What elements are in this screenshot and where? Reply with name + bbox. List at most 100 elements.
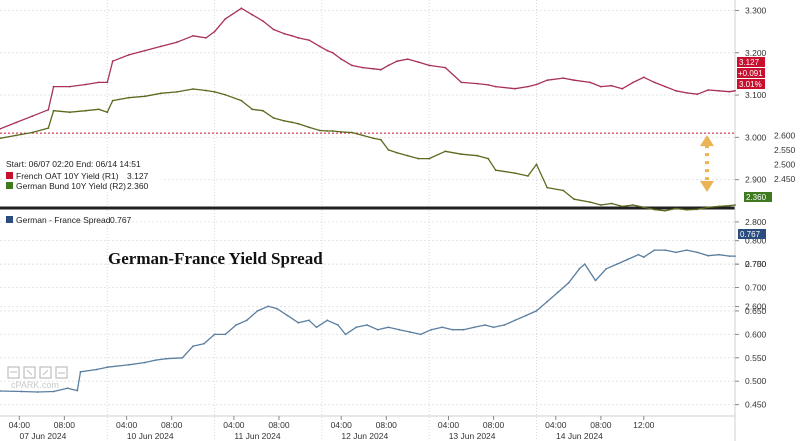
data-point — [573, 198, 575, 201]
data-point — [387, 326, 390, 329]
data-point — [546, 79, 549, 82]
data-point — [47, 127, 50, 129]
data-point — [387, 149, 390, 151]
data-point — [406, 154, 409, 157]
data-point — [0, 137, 1, 140]
data-point — [527, 85, 529, 88]
data-point — [605, 267, 608, 270]
data-point — [707, 206, 710, 209]
data-point — [460, 153, 463, 156]
data-point — [95, 368, 98, 371]
oat-line — [0, 7, 736, 130]
data-point — [272, 117, 275, 119]
data-point — [535, 310, 538, 312]
data-point — [476, 154, 479, 157]
x-tick-label: 08:00 — [483, 420, 505, 430]
yield-gap-arrow-icon — [700, 135, 714, 192]
data-point — [396, 60, 398, 63]
data-point — [52, 109, 55, 112]
data-point — [111, 60, 114, 63]
data-point — [417, 61, 420, 63]
data-point — [351, 131, 353, 134]
spread-chart-title: German-France Yield Spread — [108, 249, 323, 268]
data-point — [144, 95, 146, 98]
data-point — [675, 207, 677, 210]
data-point — [297, 321, 300, 324]
data-point — [562, 77, 565, 79]
spread-last-value-tag: 0.767 — [738, 229, 766, 239]
data-point — [396, 151, 398, 154]
data-point — [355, 326, 358, 329]
x-date-label: 14 Jun 2024 — [556, 431, 603, 441]
data-point — [245, 319, 248, 322]
data-point — [406, 58, 409, 60]
x-date-label: 12 Jun 2024 — [341, 431, 388, 441]
data-point — [664, 85, 667, 88]
x-tick-label: 12:00 — [633, 420, 655, 430]
x-tick-label: 08:00 — [268, 420, 290, 430]
data-point — [653, 208, 656, 211]
data-point — [444, 66, 447, 69]
data-point — [444, 150, 447, 153]
oat-last-value-tag: 3.127 — [737, 57, 765, 67]
data-point — [52, 85, 55, 88]
data-point — [573, 79, 575, 82]
x-tick-label: 04:00 — [223, 420, 245, 430]
x-tick-label: 04:00 — [9, 420, 31, 430]
data-point — [441, 326, 443, 329]
r1-tick-label: 2.700 — [745, 259, 767, 269]
data-point — [718, 253, 720, 256]
data-point — [728, 90, 731, 93]
data-point — [66, 387, 69, 390]
bund-legend-swatch — [6, 182, 13, 189]
data-point — [562, 189, 565, 192]
data-point — [20, 390, 23, 393]
data-point — [68, 111, 71, 114]
data-point — [283, 32, 286, 35]
data-point — [351, 64, 353, 67]
data-point — [398, 328, 401, 331]
data-point — [428, 157, 431, 160]
x-axis-date-labels: 07 Jun 2024 10 Jun 2024 11 Jun 2024 12 Jun … — [20, 431, 604, 441]
spread-line-series — [0, 249, 736, 393]
data-point — [653, 249, 656, 252]
spread-tick-label: 0.650 — [745, 306, 767, 316]
x-date-label: 11 Jun 2024 — [234, 431, 280, 441]
data-point — [409, 331, 411, 333]
data-point — [47, 108, 50, 111]
oat-last-value: 3.127 — [739, 58, 760, 67]
r1-tick-label: 2.900 — [745, 175, 767, 185]
watermark-logo-icon — [7, 366, 68, 379]
data-point — [642, 256, 645, 258]
data-point — [527, 175, 529, 177]
data-point — [224, 93, 227, 96]
data-point — [610, 84, 613, 87]
data-point — [326, 130, 329, 132]
data-point — [372, 67, 375, 70]
data-point — [213, 333, 216, 336]
data-point — [675, 251, 677, 254]
spread-change-tag: +0.091 — [737, 68, 765, 78]
data-point — [68, 85, 71, 88]
data-point — [267, 305, 270, 308]
data-point — [337, 324, 339, 326]
x-date-label: 10 Jun 2024 — [127, 431, 174, 441]
data-point — [308, 39, 310, 41]
data-point — [487, 84, 490, 86]
data-point — [213, 30, 216, 33]
data-point — [366, 324, 368, 326]
data-point — [696, 208, 699, 211]
data-point — [372, 137, 375, 140]
data-point — [340, 58, 343, 60]
data-point — [181, 356, 184, 359]
data-point — [632, 204, 634, 206]
data-point — [262, 109, 264, 112]
data-point — [419, 333, 422, 336]
data-point — [428, 64, 431, 67]
data-point — [696, 93, 699, 96]
data-point — [127, 54, 130, 56]
data-point — [535, 83, 538, 86]
data-point — [326, 319, 329, 322]
data-point — [503, 324, 506, 326]
